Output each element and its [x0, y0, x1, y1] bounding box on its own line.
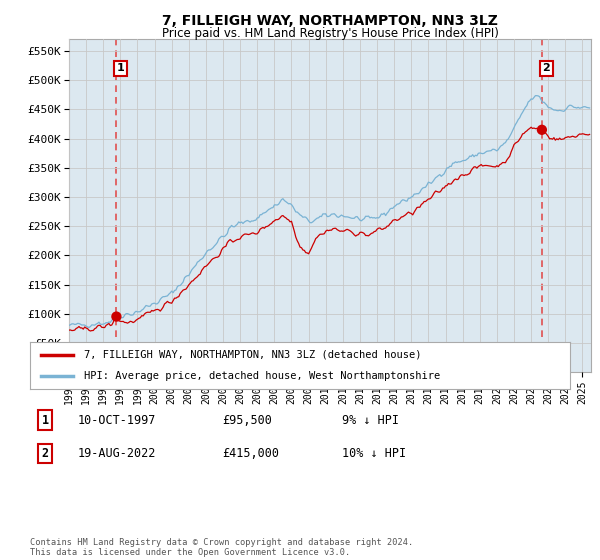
- Text: 1: 1: [117, 63, 125, 73]
- Text: 7, FILLEIGH WAY, NORTHAMPTON, NN3 3LZ (detached house): 7, FILLEIGH WAY, NORTHAMPTON, NN3 3LZ (d…: [84, 350, 421, 360]
- Text: £95,500: £95,500: [222, 413, 272, 427]
- Text: 1: 1: [41, 413, 49, 427]
- Point: [112, 312, 121, 321]
- Text: 9% ↓ HPI: 9% ↓ HPI: [342, 413, 399, 427]
- Text: 2: 2: [542, 63, 550, 73]
- Text: Contains HM Land Registry data © Crown copyright and database right 2024.
This d: Contains HM Land Registry data © Crown c…: [30, 538, 413, 557]
- Text: Price paid vs. HM Land Registry's House Price Index (HPI): Price paid vs. HM Land Registry's House …: [161, 27, 499, 40]
- Text: HPI: Average price, detached house, West Northamptonshire: HPI: Average price, detached house, West…: [84, 371, 440, 381]
- Text: 10% ↓ HPI: 10% ↓ HPI: [342, 447, 406, 460]
- Text: 19-AUG-2022: 19-AUG-2022: [78, 447, 157, 460]
- Text: £415,000: £415,000: [222, 447, 279, 460]
- Point: [537, 125, 547, 134]
- Text: 2: 2: [41, 447, 49, 460]
- Text: 7, FILLEIGH WAY, NORTHAMPTON, NN3 3LZ: 7, FILLEIGH WAY, NORTHAMPTON, NN3 3LZ: [162, 14, 498, 28]
- Text: 10-OCT-1997: 10-OCT-1997: [78, 413, 157, 427]
